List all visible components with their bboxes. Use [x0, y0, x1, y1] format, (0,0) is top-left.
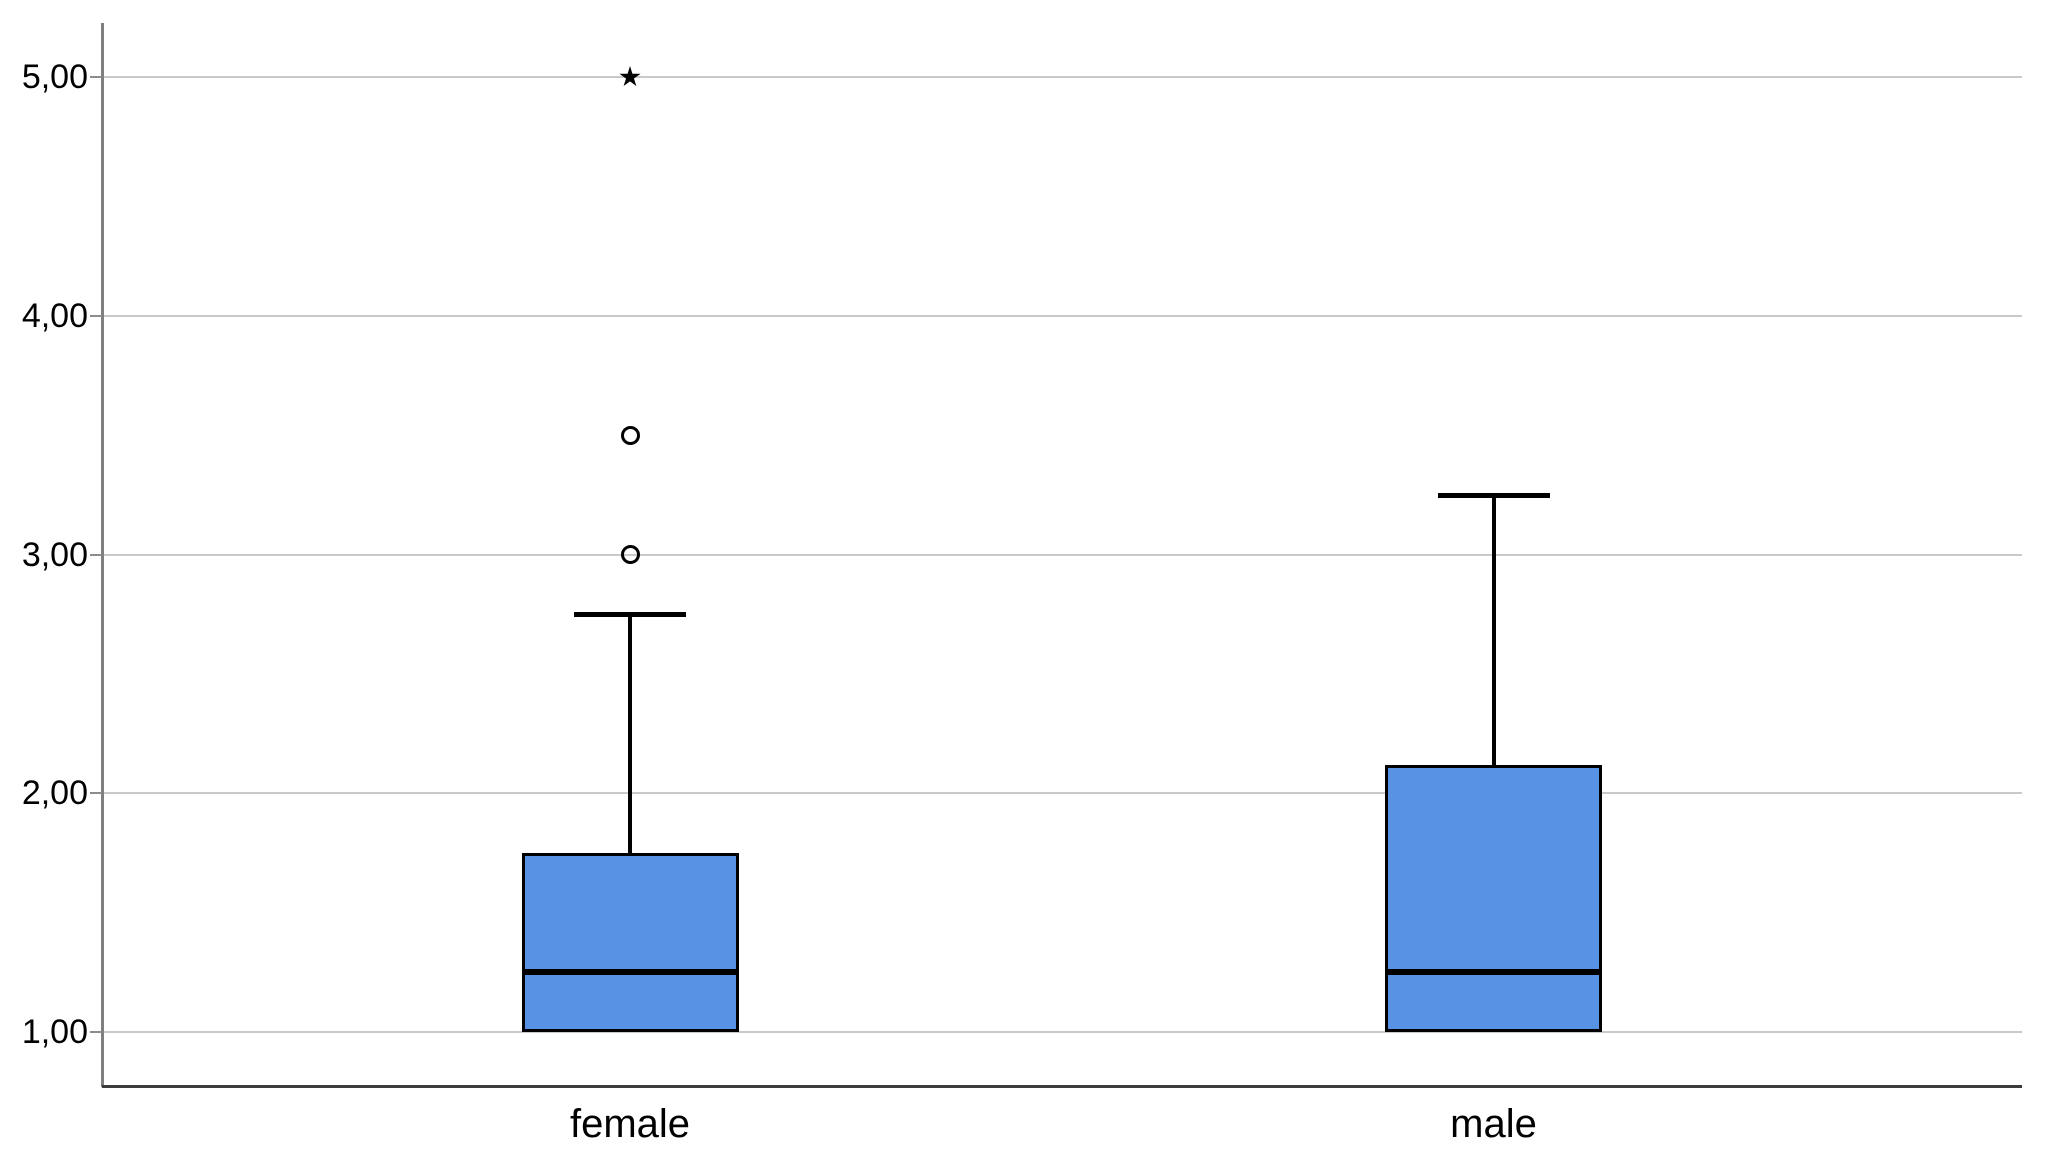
gridline [104, 792, 2022, 795]
y-tick-mark [90, 553, 102, 556]
gridline [104, 314, 2022, 317]
y-tick-label: 3,00 [21, 535, 88, 574]
y-tick-label: 5,00 [21, 58, 88, 96]
y-tick-mark [90, 1031, 102, 1033]
outlier-circle [620, 425, 640, 445]
upper-whisker-stem [1491, 494, 1496, 765]
y-tick-mark [90, 76, 102, 78]
box-female [521, 852, 739, 1032]
gridline [104, 1031, 2022, 1033]
outlier-circle [620, 545, 640, 564]
upper-whisker-cap [1437, 492, 1550, 498]
y-tick-label: 4,00 [21, 296, 88, 335]
x-category-label: female [569, 1102, 691, 1146]
x-axis-line [102, 1085, 2022, 1088]
y-tick-label: 1,00 [21, 1013, 88, 1051]
median-line-female [521, 969, 739, 976]
y-tick-label: 2,00 [21, 774, 88, 813]
y-tick-mark [90, 792, 102, 795]
upper-whisker-cap [574, 612, 686, 618]
gridline [104, 553, 2022, 556]
box-male [1385, 764, 1602, 1032]
y-axis-line [101, 23, 104, 1087]
upper-whisker-stem [628, 614, 632, 853]
x-category-label: male [1450, 1102, 1537, 1146]
gridline [104, 76, 2022, 78]
y-tick-mark [90, 314, 102, 317]
median-line-male [1385, 969, 1602, 976]
